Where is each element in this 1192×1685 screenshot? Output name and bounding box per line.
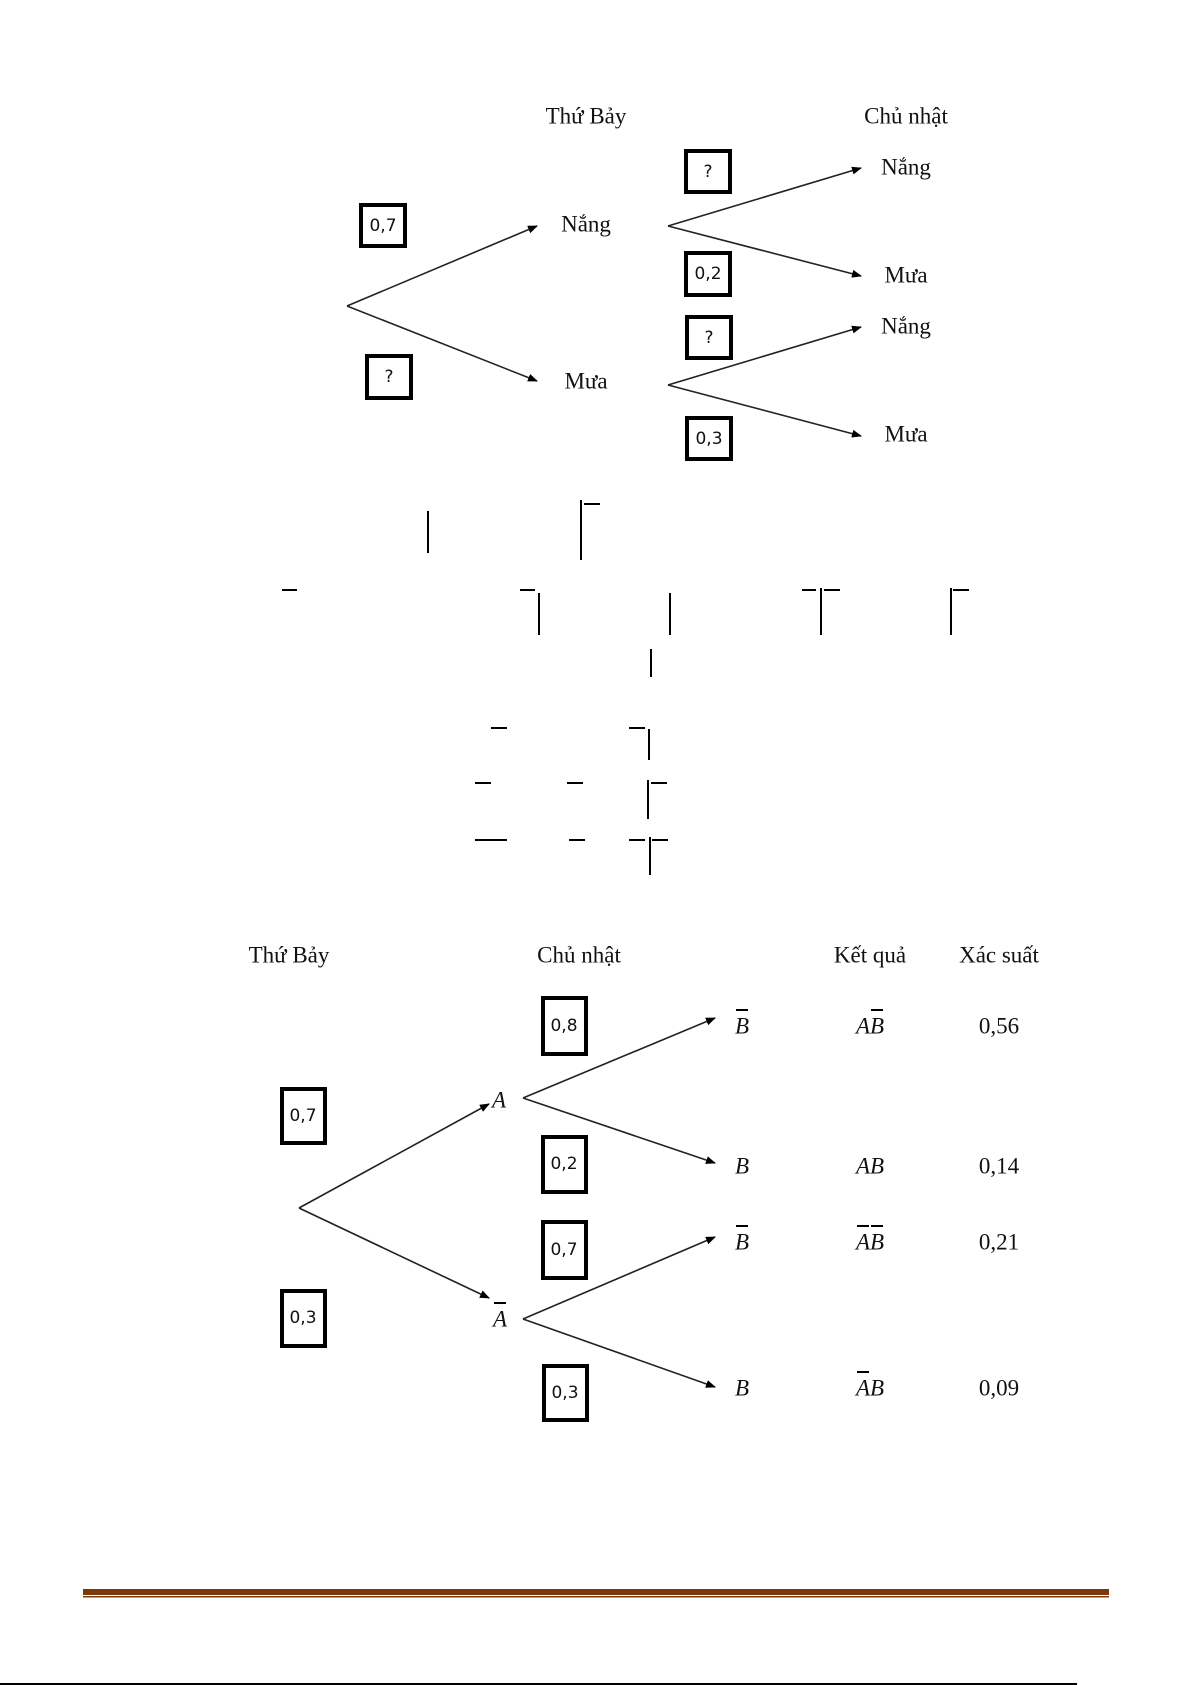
footer-rule (0, 1589, 1109, 1685)
svg-text:0,2: 0,2 (694, 264, 721, 284)
tree-diagram-words: Thứ Bảy Chủ nhật Nắng Mưa Nắng Mưa Nắng … (346, 103, 948, 461)
node-sat-rain: Mưa (564, 368, 607, 393)
edge-root-rain (346, 305, 538, 382)
prob-box: 0,7 (280, 1087, 327, 1145)
node-b: B (735, 1153, 749, 1178)
svg-text:?: ? (704, 328, 713, 348)
outcome-not-a-b: AB (854, 1375, 884, 1400)
prob-box: 0,3 (280, 1289, 327, 1348)
edge (522, 1097, 716, 1164)
svg-text:0,3: 0,3 (695, 429, 722, 449)
prob-box: 0,2 (684, 251, 732, 297)
outcome-not-a-not-b: AB (854, 1229, 884, 1254)
svg-text:?: ? (384, 367, 393, 387)
prob-box: 0,7 (541, 1220, 588, 1280)
svg-text:0,3: 0,3 (551, 1383, 578, 1403)
prob-box: ? (684, 149, 732, 194)
header-sunday: Chủ nhật (537, 942, 621, 967)
prob-box: 0,7 (359, 203, 407, 248)
probability-value: 0,14 (979, 1153, 1020, 1178)
header-saturday: Thứ Bảy (546, 103, 627, 128)
formula-marks (282, 500, 969, 875)
node-sun-sunny: Nắng (881, 154, 931, 179)
prob-box: 0,2 (541, 1135, 588, 1194)
svg-text:0,7: 0,7 (369, 216, 396, 236)
edge-root-not-a (298, 1207, 490, 1299)
edge (522, 1017, 716, 1099)
node-sun-rain: Mưa (884, 421, 927, 446)
header-probability: Xác suất (959, 942, 1039, 967)
prob-box: 0,3 (542, 1364, 589, 1422)
probability-value: 0,09 (979, 1375, 1019, 1400)
prob-box: 0,8 (541, 996, 588, 1056)
edge (522, 1318, 716, 1388)
svg-text:0,8: 0,8 (550, 1016, 577, 1036)
node-not-b: B (735, 1013, 749, 1038)
prob-box: ? (365, 354, 413, 400)
header-saturday: Thứ Bảy (249, 942, 330, 967)
node-sun-sunny: Nắng (881, 313, 931, 338)
node-not-a: A (491, 1306, 508, 1331)
probability-value: 0,56 (979, 1013, 1019, 1038)
header-outcome: Kết quả (834, 942, 906, 967)
tree-diagram-events: Thứ Bảy Chủ nhật Kết quả Xác suất A A B … (249, 942, 1040, 1422)
svg-text:?: ? (703, 162, 712, 182)
edge (667, 325, 862, 386)
svg-text:0,7: 0,7 (289, 1106, 316, 1126)
edge (667, 225, 862, 278)
node-sat-sunny: Nắng (561, 211, 611, 236)
probability-value: 0,21 (979, 1229, 1019, 1254)
outcome-a-b: AB (854, 1153, 884, 1178)
svg-text:0,3: 0,3 (289, 1308, 316, 1328)
edge (667, 166, 862, 227)
edge (667, 384, 862, 438)
node-b: B (735, 1375, 749, 1400)
node-sun-rain: Mưa (884, 262, 927, 287)
prob-box: ? (685, 315, 733, 360)
node-a: A (490, 1087, 507, 1112)
page-bottom-edge (0, 1683, 1077, 1685)
svg-text:0,7: 0,7 (550, 1240, 577, 1260)
node-not-b: B (735, 1229, 749, 1254)
edge-root-a (298, 1103, 490, 1209)
edge-root-sunny (346, 225, 538, 307)
edge (522, 1236, 716, 1320)
prob-box: 0,3 (685, 416, 733, 461)
svg-text:0,2: 0,2 (550, 1154, 577, 1174)
header-sunday: Chủ nhật (864, 103, 948, 128)
outcome-a-not-b: AB (854, 1013, 884, 1038)
